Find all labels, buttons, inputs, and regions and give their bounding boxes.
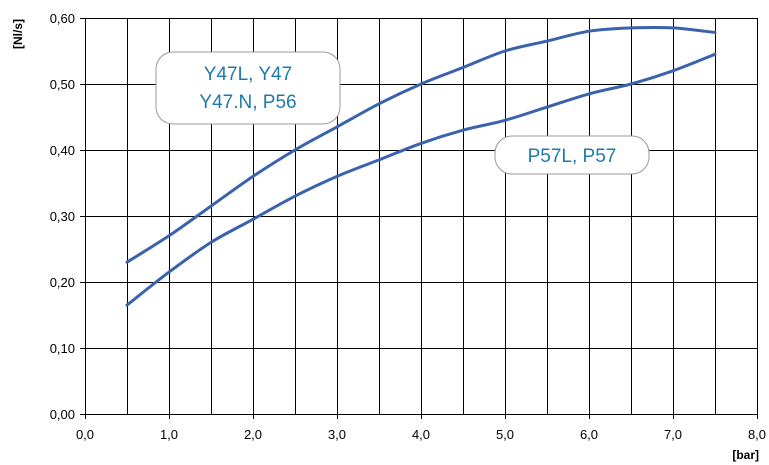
x-tick-label: 0,0 bbox=[76, 427, 94, 442]
y-tick-label: 0,50 bbox=[50, 77, 75, 92]
callout-label: Y47L, Y47 bbox=[204, 64, 292, 85]
callout-box bbox=[155, 51, 341, 125]
x-axis-title: [bar] bbox=[732, 448, 759, 462]
x-tick-label: 2,0 bbox=[244, 427, 262, 442]
x-tick-label: 4,0 bbox=[412, 427, 430, 442]
callouts: Y47L, Y47 Y47.N, P56 P57L, P57 bbox=[155, 51, 650, 175]
y-tick-label: 0,10 bbox=[50, 341, 75, 356]
series bbox=[125, 25, 717, 307]
callout-label: Y47.N, P56 bbox=[199, 92, 296, 113]
x-tick-label: 6,0 bbox=[580, 427, 598, 442]
series-callout-2: P57L, P57 bbox=[494, 135, 650, 175]
y-tick-label: 0,40 bbox=[50, 143, 75, 158]
y-tick-label: 0,20 bbox=[50, 275, 75, 290]
series-line-2 bbox=[125, 52, 717, 307]
callout-label: P57L, P57 bbox=[528, 146, 617, 167]
x-tick-label: 8,0 bbox=[748, 427, 766, 442]
axes bbox=[80, 18, 758, 419]
x-tick-label: 5,0 bbox=[496, 427, 514, 442]
x-tick-label: 3,0 bbox=[328, 427, 346, 442]
series-line-1 bbox=[125, 25, 717, 264]
y-tick-label: 0,30 bbox=[50, 209, 75, 224]
tick-labels: 0,0 1,0 2,0 3,0 4,0 5,0 6,0 7,0 8,0 0,00 0,10 0,20 0… bbox=[11, 11, 766, 462]
callout-box bbox=[494, 135, 650, 175]
y-axis-title: [Nl/s] bbox=[11, 19, 25, 49]
y-tick-label: 0,60 bbox=[50, 11, 75, 26]
y-tick-label: 0,00 bbox=[50, 407, 75, 422]
x-tick-label: 1,0 bbox=[160, 427, 178, 442]
x-tick-label: 7,0 bbox=[664, 427, 682, 442]
series-callout-1: Y47L, Y47 Y47.N, P56 bbox=[155, 51, 341, 125]
